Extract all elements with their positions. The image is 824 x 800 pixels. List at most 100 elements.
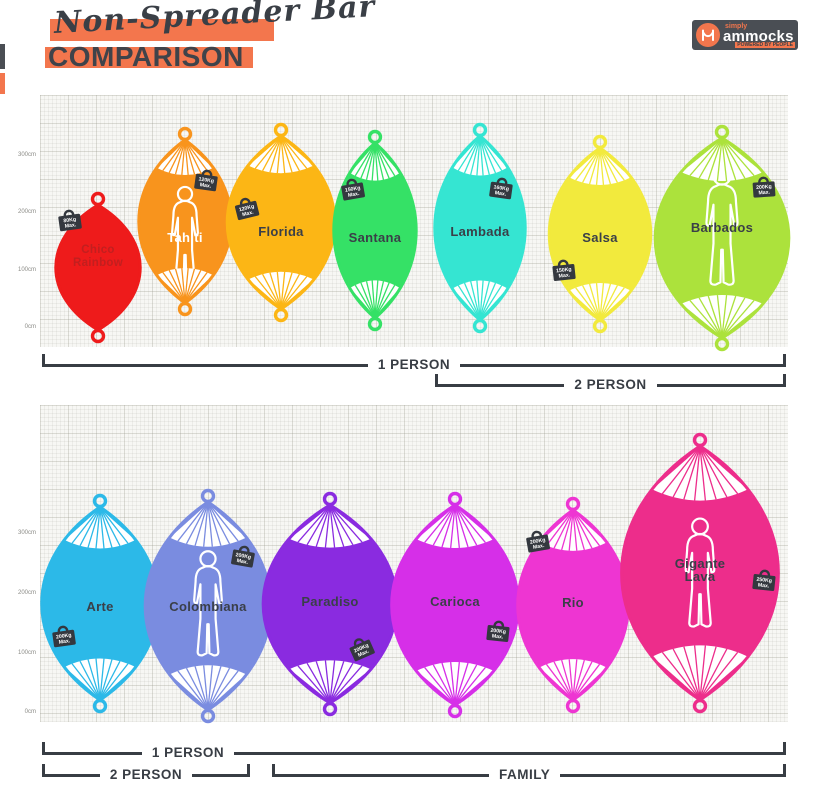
bracket-family: FAMILY [272,762,786,782]
y-axis-tick-label: 0cm [24,324,36,330]
hanging-loop-top [447,491,463,507]
weight-tag-label: 120KgMax. [197,176,214,190]
hammock-logo-icon [696,23,720,47]
hammock-strings-fan [349,280,401,318]
hanging-loop-bottom [273,307,289,323]
weight-tag-label: 200KgMax. [490,628,507,641]
bracket-2-person: 2 PERSON [435,372,786,392]
hanging-loop-bottom [447,703,463,719]
hammock-strings-fan [156,140,214,176]
hammock-strings-fan [64,507,136,549]
hanging-loop-bottom [472,318,488,334]
hammock-body [517,510,629,700]
hammock-name-label: Tahiti [167,230,203,245]
title-highlight-bar-bottom [45,47,253,68]
hanging-loop-top [200,488,216,504]
weight-tag: 120KgMax. [234,197,260,221]
hammock-strings-fan [680,138,764,181]
bracket-end-tick [42,354,45,367]
hanging-loop-bottom [714,336,730,352]
hammock-body [41,507,159,700]
y-axis-tick-label: 300cm [17,152,36,158]
person-silhouette-icon [684,517,716,628]
bracket-end-tick [247,764,250,777]
weight-tag: 150KgMax. [552,259,576,281]
weight-tag: 250KgMax. [752,569,776,591]
hammock-paradiso: Paradiso 200KgMax. [261,491,399,717]
hammock-name-label: Arte [86,599,113,614]
bracket-end-tick [42,764,45,777]
weight-tag: 80KgMax. [58,209,82,232]
hammock-name-label: Colombiana [169,599,247,614]
hanging-loop-top [92,493,108,509]
hammock-strings-fan [452,136,508,176]
hammock-salsa: Salsa 150KgMax. [547,134,653,334]
hammock-name-label: Florida [258,224,304,239]
hammock-strings-fan [64,658,136,700]
bracket-label: 2 PERSON [574,377,647,392]
y-axis-tick-label: 200cm [17,590,36,596]
person-silhouette-icon [193,550,223,657]
bracket-2-person: 2 PERSON [42,762,250,782]
bracket-label: FAMILY [499,767,551,782]
bracket-end-tick [783,374,786,387]
hammock-strings-fan [169,665,247,710]
hammock-name-label: Rio [562,595,584,610]
logo-prefix: simply [725,23,748,30]
bracket-1-person: 1 PERSON [42,740,786,760]
weight-tag-label: 120KgMax. [238,204,256,219]
hammock-strings-fan [288,660,372,703]
hammock-body [55,205,141,330]
hammock-strings-fan [452,280,508,320]
hammock-strings-fan [169,502,247,547]
hammock-strings-fan [538,510,608,551]
hammock-body [434,136,526,320]
decor-edge-mark-dark [0,44,5,69]
bracket-end-tick [272,764,275,777]
hammock-strings-fan [415,662,495,705]
weight-tag: 160KgMax. [489,177,513,200]
decor-edge-mark-orange [0,73,5,94]
weight-tag-label: 150KgMax. [345,185,362,199]
y-axis-tick-label: 300cm [17,530,36,536]
bracket-label: 1 PERSON [151,745,225,760]
hammock-body [391,505,519,705]
hammock-strings-fan [651,645,749,700]
hammock-name-label: Gigante Lava [675,556,726,584]
hanging-loop-bottom [92,698,108,714]
hammock-arte: Arte 200KgMax. [40,493,160,714]
hanging-loop-top [322,491,338,507]
hammock-strings-fan [349,143,401,181]
weight-tag: 200KgMax. [349,638,375,662]
hammock-name-label: Paradiso [301,594,358,609]
hammock-name-label: Carioca [430,594,480,609]
hanging-loop-bottom [565,698,581,714]
weight-tag: 200KgMax. [526,530,550,553]
bracket-label: 1 PERSON [377,357,451,372]
hanging-loop-top [714,124,730,140]
y-axis-tick-label: 100cm [17,267,36,273]
brand-logo: simply ammocks POWERED BY PEOPLE [692,20,798,50]
hammock-strings-fan [247,271,315,309]
hanging-loop-bottom [322,701,338,717]
hammock-strings-fan [415,505,495,548]
hammock-gigante-lava: Gigante Lava 250KgMax. [620,432,780,714]
hanging-loop-top [592,134,608,150]
hammock-strings-fan [247,136,315,174]
chart-panel-1: Chico Rainbow 80KgMax. Tahiti 120KgMax. Flori… [40,95,791,352]
weight-tag: 200KgMax. [231,545,255,568]
hanging-loop-bottom [90,328,106,344]
hanging-loop-top [367,129,383,145]
hammock-rio: Rio 200KgMax. [516,496,630,714]
weight-tag: 200KgMax. [752,176,776,198]
hammock-name-label: Salsa [582,230,618,245]
logo-name: ammocks [723,28,794,45]
hammock-strings-fan [538,659,608,700]
hammock-colombiana: Colombiana 200KgMax. [143,488,273,724]
hammock-barbados: Barbados 200KgMax. [653,124,791,352]
hammock-strings-fan [651,446,749,501]
hanging-loop-bottom [367,316,383,332]
hanging-loop-bottom [592,318,608,334]
